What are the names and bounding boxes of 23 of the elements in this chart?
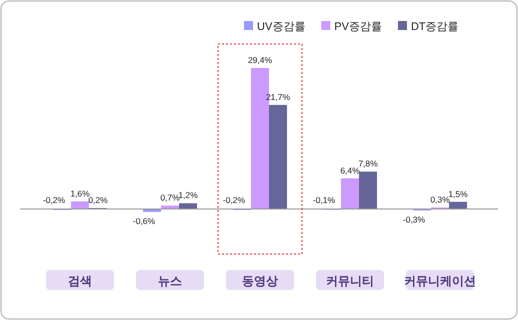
x-tick-label: 커뮤니티 bbox=[326, 274, 374, 288]
data-label: -0,2% bbox=[222, 195, 246, 205]
x-tick-label: 동영상 bbox=[242, 274, 278, 288]
data-label: 0,3% bbox=[430, 194, 450, 205]
data-label: -0,6% bbox=[132, 216, 156, 226]
data-label: -0,1% bbox=[312, 195, 336, 205]
data-label: -0,2% bbox=[42, 195, 66, 205]
x-tick-label: 검색 bbox=[68, 274, 92, 288]
data-label: 1,5% bbox=[448, 188, 468, 199]
legend-label: UV증감률 bbox=[257, 21, 306, 33]
data-label: 1,6% bbox=[70, 188, 90, 198]
data-label: 6,4% bbox=[340, 165, 360, 176]
data-label: 0,2% bbox=[88, 195, 108, 206]
legend-label: DT증감률 bbox=[410, 21, 459, 33]
data-label: 21,7% bbox=[266, 92, 290, 102]
data-label: -0,3% bbox=[402, 214, 426, 224]
data-label: 29,4% bbox=[248, 55, 272, 65]
data-label: 1,2% bbox=[178, 190, 198, 200]
x-tick-label: 커뮤니케이션 bbox=[404, 274, 476, 288]
data-label: 7,8% bbox=[358, 158, 378, 169]
x-tick-label: 뉴스 bbox=[158, 274, 182, 288]
legend-label: PV증감률 bbox=[334, 21, 382, 33]
data-label: 0,7% bbox=[160, 192, 180, 203]
